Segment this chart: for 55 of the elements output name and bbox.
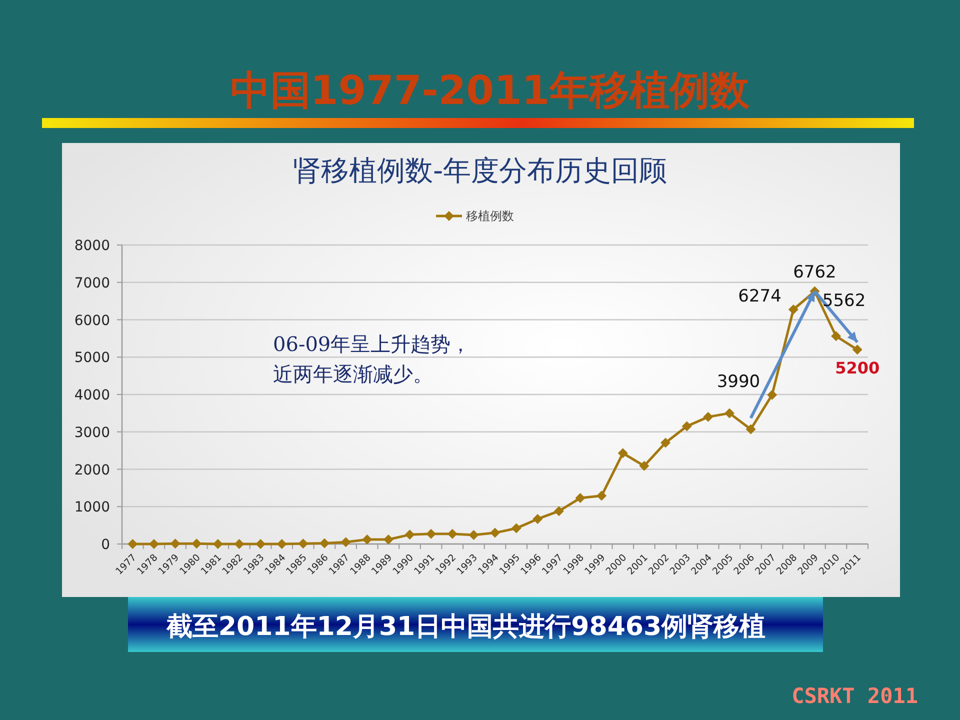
chart-title: 中国1977-2011年移植例数 [230, 68, 751, 114]
y-tick-label: 7000 [74, 275, 110, 292]
point [276, 539, 287, 549]
data-label: 3990 [716, 372, 760, 392]
point [660, 438, 671, 448]
text: CSRKT 2011 [792, 684, 918, 708]
point [767, 390, 778, 400]
point [340, 537, 351, 548]
legend-label: 移植例数 [466, 209, 514, 223]
y-tick-label: 3000 [74, 424, 110, 441]
point [596, 490, 607, 501]
point [170, 538, 180, 549]
y-tick-label: 1000 [74, 500, 110, 516]
y-tick-label: 2000 [74, 462, 110, 478]
point [404, 530, 415, 540]
data-label: 5200 [835, 358, 880, 378]
y-tick-label: 5000 [74, 350, 110, 366]
annotation: 近两年逐渐减少。 [273, 362, 433, 386]
point [724, 408, 734, 418]
point [447, 528, 458, 539]
data-label: 6274 [738, 286, 782, 307]
chart-subtitle: 肾移植例数-年度分布历史回顾 [292, 154, 668, 187]
text: 截至2011年12月31日中国共进行98463例肾移植 [165, 612, 766, 642]
data-label: 5562 [822, 291, 866, 312]
y-tick-label: 4000 [74, 388, 110, 404]
point [746, 424, 756, 434]
point [426, 528, 436, 539]
point [234, 539, 244, 549]
point [639, 460, 650, 471]
point [148, 539, 159, 549]
point [511, 523, 522, 534]
point [575, 493, 586, 504]
point [383, 534, 394, 545]
point [128, 539, 138, 549]
data-label: 6762 [793, 262, 836, 282]
point [554, 506, 564, 516]
annotation: 06-09年呈上升趋势， [273, 332, 471, 356]
point [319, 538, 330, 548]
point [256, 539, 266, 549]
point [362, 534, 372, 545]
point [703, 412, 714, 422]
y-tick-label: 8000 [74, 238, 110, 254]
point [468, 530, 479, 540]
point [532, 514, 543, 524]
y-tick-label: 6000 [74, 312, 110, 329]
point [852, 344, 862, 355]
point [831, 331, 842, 342]
point [618, 448, 628, 458]
point [298, 538, 308, 549]
point [490, 528, 500, 538]
point [212, 539, 223, 549]
y-tick-label: 0 [101, 537, 110, 553]
point [682, 421, 692, 432]
point [192, 538, 202, 549]
point [788, 304, 798, 315]
